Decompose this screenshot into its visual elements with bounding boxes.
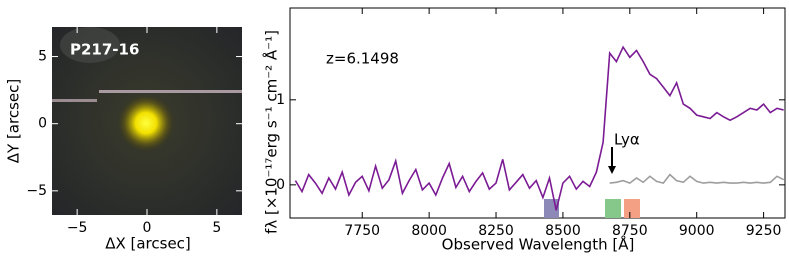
y-axis-label: fλ [×10⁻¹⁷erg s⁻¹ cm⁻² Å⁻¹] [262, 30, 281, 234]
sky-image [52, 27, 242, 215]
x-tick-label: 0 [143, 220, 152, 236]
x-tick-label: 8750 [612, 223, 648, 239]
x-tick-label: 8250 [478, 223, 514, 239]
spectrum-line [609, 173, 785, 185]
x-axis-label: Observed Wavelength [Å] [442, 235, 635, 254]
y-tick-label: 5 [38, 49, 47, 65]
x-tick-label: −5 [67, 220, 88, 236]
x-tick-label: 5 [212, 220, 221, 236]
x-tick-label: 8000 [411, 223, 447, 239]
x-tick-label: 8500 [545, 223, 581, 239]
y-tick-label: −5 [26, 183, 47, 199]
plot-frame [289, 7, 786, 219]
x-axis-label: ΔX [arcsec] [105, 235, 191, 253]
arrow [608, 147, 616, 174]
x-tick-label: 9000 [679, 223, 715, 239]
x-tick-label: 7750 [344, 223, 380, 239]
y-tick-label: 1 [276, 92, 285, 108]
filter-band [605, 199, 621, 218]
redshift-label: z=6.1498 [326, 50, 399, 68]
x-tick-label: 9250 [746, 223, 782, 239]
line-label: Lyα [614, 131, 640, 149]
y-tick-label: 0 [38, 116, 47, 132]
filter-band [624, 199, 640, 218]
spectrum-line [294, 45, 784, 211]
object-name: P217-16 [70, 41, 139, 59]
y-axis-label: ΔY [arcsec] [5, 79, 23, 163]
y-tick-label: 0 [276, 177, 285, 193]
spectra [294, 45, 785, 211]
